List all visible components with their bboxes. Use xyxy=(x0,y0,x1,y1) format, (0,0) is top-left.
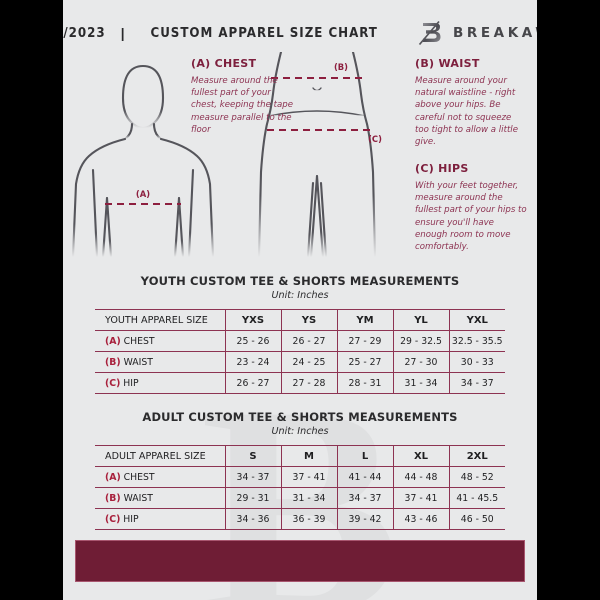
table-row: (C) HIP 26 - 27 27 - 28 28 - 31 31 - 34 … xyxy=(95,372,505,394)
measurement-name: WAIST xyxy=(123,492,153,504)
youth-cell-1-2: 25 - 27 xyxy=(337,351,394,373)
youth-cell-1-0: 23 - 24 xyxy=(225,351,282,373)
table-header-row: YOUTH APPAREL SIZE YXS YS YM YL YXL xyxy=(95,309,505,331)
header-season: 2022/2023 xyxy=(63,25,106,41)
adult-cell-1-3: 37 - 41 xyxy=(393,487,450,509)
waist-line-label: (B) xyxy=(334,62,348,72)
adult-size-col-1: M xyxy=(281,445,338,467)
adult-cell-1-0: 29 - 31 xyxy=(225,487,282,509)
adult-table-title: ADULT CUSTOM TEE & SHORTS MEASUREMENTS xyxy=(142,410,458,424)
measurement-tag: (C) xyxy=(105,513,121,525)
measurement-name: HIP xyxy=(123,377,139,389)
adult-cell-0-0: 34 - 37 xyxy=(225,466,282,488)
youth-size-header: YOUTH APPAREL SIZE xyxy=(95,309,226,331)
chest-line-label: (A) xyxy=(136,189,150,199)
table-row: (A) CHEST 34 - 37 37 - 41 41 - 44 44 - 4… xyxy=(95,466,505,488)
body-figures-illustration: (A) (B) (C) xyxy=(71,52,382,259)
adult-size-col-3: XL xyxy=(393,445,450,467)
youth-cell-1-1: 24 - 25 xyxy=(281,351,338,373)
adult-cell-0-1: 37 - 41 xyxy=(281,466,338,488)
measurement-tag: (A) xyxy=(105,471,121,483)
adult-size-table: ADULT APPAREL SIZE S M L XL 2XL (A) CHES… xyxy=(95,445,505,530)
youth-cell-0-1: 26 - 27 xyxy=(281,330,338,352)
measurement-name: CHEST xyxy=(123,471,155,483)
youth-size-col-3: YL xyxy=(393,309,450,331)
adult-cell-1-4: 41 - 45.5 xyxy=(449,487,505,509)
measurement-tag: (B) xyxy=(105,492,121,504)
page-title: CUSTOM APPAREL SIZE CHART xyxy=(150,25,378,41)
youth-cell-0-2: 27 - 29 xyxy=(337,330,394,352)
table-row: (C) HIP 34 - 36 36 - 39 39 - 42 43 - 46 … xyxy=(95,508,505,530)
measurement-name: HIP xyxy=(123,513,139,525)
callout-chest: (A) CHEST Measure around the fullest par… xyxy=(191,57,299,136)
table-header-row: ADULT APPAREL SIZE S M L XL 2XL xyxy=(95,445,505,467)
youth-size-table: YOUTH APPAREL SIZE YXS YS YM YL YXL (A) … xyxy=(95,309,505,394)
brand-name: BREAKAWAY xyxy=(452,25,537,41)
callout-hips-body: With your feet together, measure around … xyxy=(415,181,527,253)
adult-cell-1-2: 34 - 37 xyxy=(337,487,394,509)
callout-waist-body: Measure around your natural waistline - … xyxy=(415,76,518,148)
adult-cell-2-2: 39 - 42 xyxy=(337,508,394,530)
header-separator: | xyxy=(120,25,125,41)
measurement-tag: (B) xyxy=(105,356,121,368)
table-row: (B) WAIST 29 - 31 31 - 34 34 - 37 37 - 4… xyxy=(95,487,505,509)
table-row: (B) WAIST 23 - 24 24 - 25 25 - 27 27 - 3… xyxy=(95,351,505,373)
hip-line-label: (C) xyxy=(368,134,382,144)
adult-cell-0-3: 44 - 48 xyxy=(393,466,450,488)
youth-cell-2-2: 28 - 31 xyxy=(337,372,394,394)
measurement-tag: (A) xyxy=(105,335,121,347)
youth-cell-1-3: 27 - 30 xyxy=(393,351,450,373)
youth-size-col-4: YXL xyxy=(449,309,505,331)
adult-cell-2-1: 36 - 39 xyxy=(281,508,338,530)
adult-table-unit: Unit: Inches xyxy=(271,426,329,437)
youth-row-0-label: (A) CHEST xyxy=(95,330,226,352)
measurement-name: WAIST xyxy=(123,356,153,368)
adult-size-section: ADULT CUSTOM TEE & SHORTS MEASUREMENTS U… xyxy=(95,410,505,530)
youth-cell-0-4: 32.5 - 35.5 xyxy=(449,330,505,352)
adult-size-col-2: L xyxy=(337,445,394,467)
measurement-tag: (C) xyxy=(105,377,121,389)
adult-cell-2-0: 34 - 36 xyxy=(225,508,282,530)
size-chart-page: B 2022/2023 | CUSTOM APPAREL SIZE CHART … xyxy=(63,0,537,600)
adult-row-0-label: (A) CHEST xyxy=(95,466,226,488)
adult-row-1-label: (B) WAIST xyxy=(95,487,226,509)
youth-cell-0-0: 25 - 26 xyxy=(225,330,282,352)
youth-cell-2-1: 27 - 28 xyxy=(281,372,338,394)
adult-cell-0-2: 41 - 44 xyxy=(337,466,394,488)
youth-size-col-2: YM xyxy=(337,309,394,331)
adult-row-2-label: (C) HIP xyxy=(95,508,226,530)
youth-table-unit: Unit: Inches xyxy=(271,290,329,301)
adult-size-header: ADULT APPAREL SIZE xyxy=(95,445,226,467)
youth-cell-2-4: 34 - 37 xyxy=(449,372,505,394)
youth-table-title: YOUTH CUSTOM TEE & SHORTS MEASUREMENTS xyxy=(140,274,460,288)
adult-cell-2-3: 43 - 46 xyxy=(393,508,450,530)
youth-size-col-0: YXS xyxy=(225,309,282,331)
page-header: 2022/2023 | CUSTOM APPAREL SIZE CHART BR… xyxy=(63,16,537,50)
callout-chest-body: Measure around the fullest part of your … xyxy=(191,76,294,135)
measurement-name: CHEST xyxy=(123,335,155,347)
youth-size-col-1: YS xyxy=(281,309,338,331)
callout-waist-heading: (B) WAIST xyxy=(415,57,480,70)
youth-cell-2-0: 26 - 27 xyxy=(225,372,282,394)
callout-hips-heading: (C) HIPS xyxy=(415,162,469,175)
youth-row-2-label: (C) HIP xyxy=(95,372,226,394)
callout-waist: (B) WAIST Measure around your natural wa… xyxy=(415,57,527,148)
youth-cell-0-3: 29 - 32.5 xyxy=(393,330,450,352)
measurement-diagram: (A) (B) (C) xyxy=(63,52,537,272)
adult-size-col-0: S xyxy=(225,445,282,467)
breakaway-b-monogram-icon xyxy=(417,19,443,47)
table-row: (A) CHEST 25 - 26 26 - 27 27 - 29 29 - 3… xyxy=(95,330,505,352)
youth-cell-1-4: 30 - 33 xyxy=(449,351,505,373)
adult-cell-1-1: 31 - 34 xyxy=(281,487,338,509)
youth-size-section: YOUTH CUSTOM TEE & SHORTS MEASUREMENTS U… xyxy=(95,274,505,394)
footer-banner-bar xyxy=(75,540,525,582)
callout-chest-heading: (A) CHEST xyxy=(191,57,257,70)
youth-row-1-label: (B) WAIST xyxy=(95,351,226,373)
callout-hips: (C) HIPS With your feet together, measur… xyxy=(415,162,527,253)
youth-cell-2-3: 31 - 34 xyxy=(393,372,450,394)
adult-cell-2-4: 46 - 50 xyxy=(449,508,505,530)
adult-size-col-4: 2XL xyxy=(449,445,505,467)
adult-cell-0-4: 48 - 52 xyxy=(449,466,505,488)
